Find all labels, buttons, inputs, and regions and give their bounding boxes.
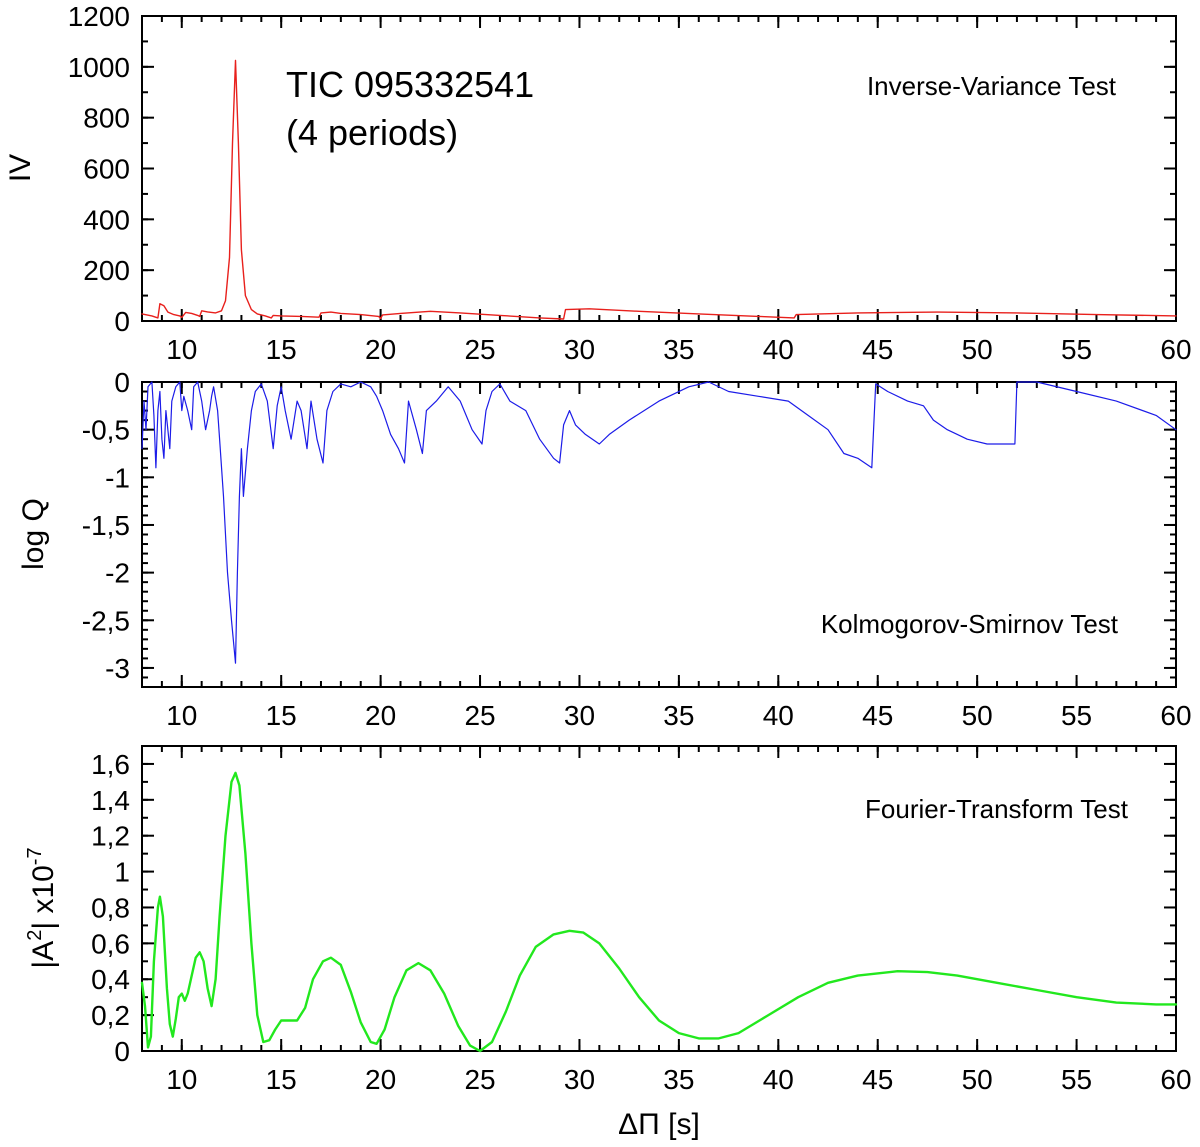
ft-x-tick-label: 35 bbox=[663, 1064, 694, 1095]
ft-y-tick-label: 0 bbox=[114, 1036, 130, 1067]
ft-series bbox=[140, 771, 1178, 1053]
iv-x-tick-label: 50 bbox=[962, 334, 993, 365]
ks-y-axis-label: log Q bbox=[17, 498, 50, 570]
ks-x-tick-label: 40 bbox=[763, 700, 794, 731]
ks-x-tick-label: 15 bbox=[266, 700, 297, 731]
iv-x-tick-label: 55 bbox=[1061, 334, 1092, 365]
iv-panel-title: Inverse-Variance Test bbox=[867, 71, 1117, 101]
ks-x-tick-labels: 10 15 20 25 30 35 40 45 50 55 60 bbox=[166, 700, 1191, 731]
ks-x-tick-label: 25 bbox=[464, 700, 495, 731]
iv-x-tick-label: 60 bbox=[1160, 334, 1191, 365]
ks-y-tick-label: -0,5 bbox=[82, 415, 130, 446]
ft-x-tick-label: 60 bbox=[1160, 1064, 1191, 1095]
ft-ylabel-main: |A bbox=[27, 941, 60, 969]
iv-x-tick-label: 40 bbox=[763, 334, 794, 365]
ks-x-tick-label: 35 bbox=[663, 700, 694, 731]
ft-x-tick-label: 20 bbox=[365, 1064, 396, 1095]
ft-series-line bbox=[140, 771, 1178, 1053]
ft-ylabel-exp: -7 bbox=[24, 847, 46, 865]
ft-y-tick-labels: 0 0,2 0,4 0,6 0,8 1 1,2 1,4 1,6 bbox=[91, 749, 130, 1067]
iv-x-tick-label: 20 bbox=[365, 334, 396, 365]
ks-x-tick-label: 50 bbox=[962, 700, 993, 731]
iv-y-tick-label: 600 bbox=[83, 154, 130, 185]
ft-ylabel-sup: 2 bbox=[24, 930, 46, 941]
iv-plot-frame bbox=[141, 15, 1177, 322]
ks-y-tick-label: -1,5 bbox=[82, 510, 130, 541]
ks-y-tick-label: -3 bbox=[105, 653, 130, 684]
ks-x-tick-label: 20 bbox=[365, 700, 396, 731]
ft-ylabel-rest: | x10 bbox=[27, 865, 60, 930]
target-name: TIC 095332541 bbox=[286, 64, 534, 105]
iv-x-tick-label: 45 bbox=[862, 334, 893, 365]
iv-panel: 10 15 20 25 30 35 40 45 50 55 60 0 200 400 600 800 1000… bbox=[4, 1, 1192, 365]
ft-y-tick-label: 1 bbox=[114, 857, 130, 888]
ks-y-tick-label: -2 bbox=[105, 558, 130, 589]
ks-series bbox=[141, 381, 1177, 664]
ft-y-tick-label: 0,6 bbox=[91, 928, 130, 959]
iv-y-axis-label: IV bbox=[4, 154, 37, 182]
ft-x-tick-labels: 10 15 20 25 30 35 40 45 50 55 60 bbox=[166, 1064, 1191, 1095]
iv-x-tick-label: 15 bbox=[266, 334, 297, 365]
ks-x-tick-label: 10 bbox=[166, 700, 197, 731]
iv-y-tick-labels: 0 200 400 600 800 1000 1200 bbox=[68, 1, 130, 337]
ft-y-tick-label: 1,2 bbox=[91, 821, 130, 852]
iv-y-tick-label: 1200 bbox=[68, 1, 130, 32]
iv-y-tick-label: 400 bbox=[83, 204, 130, 235]
ft-y-tick-label: 0,2 bbox=[91, 1000, 130, 1031]
ks-panel-title: Kolmogorov-Smirnov Test bbox=[821, 609, 1119, 639]
ft-x-tick-label: 30 bbox=[564, 1064, 595, 1095]
ft-x-tick-label: 55 bbox=[1061, 1064, 1092, 1095]
ft-panel: 10 15 20 25 30 35 40 45 50 55 60 0 0,2 0,4 0,6 0,8 1 1,2… bbox=[24, 745, 1192, 1141]
iv-series bbox=[141, 59, 1177, 320]
ft-x-tick-label: 15 bbox=[266, 1064, 297, 1095]
ks-y-tick-label: -1 bbox=[105, 462, 130, 493]
ks-panel: 10 15 20 25 30 35 40 45 50 55 60 0 -0,5 -1 -1,5 -2 -2,5… bbox=[17, 367, 1192, 731]
iv-axis-ticks bbox=[141, 15, 1177, 322]
ks-x-tick-label: 45 bbox=[862, 700, 893, 731]
iv-y-tick-label: 800 bbox=[83, 103, 130, 134]
ks-axis-ticks bbox=[141, 381, 1177, 688]
ft-y-tick-label: 0,8 bbox=[91, 892, 130, 923]
x-axis-label: ΔΠ [s] bbox=[618, 1108, 700, 1141]
iv-series-line bbox=[141, 59, 1177, 320]
ft-y-tick-label: 0,4 bbox=[91, 964, 130, 995]
ft-x-tick-label: 50 bbox=[962, 1064, 993, 1095]
ft-axis-ticks bbox=[141, 745, 1177, 1052]
iv-y-tick-label: 200 bbox=[83, 255, 130, 286]
ks-y-tick-labels: 0 -0,5 -1 -1,5 -2 -2,5 -3 bbox=[82, 367, 130, 684]
ks-x-tick-label: 30 bbox=[564, 700, 595, 731]
iv-y-tick-label: 1000 bbox=[68, 52, 130, 83]
ft-plot-frame bbox=[141, 745, 1177, 1052]
ks-y-tick-label: 0 bbox=[114, 367, 130, 398]
iv-x-tick-labels: 10 15 20 25 30 35 40 45 50 55 60 bbox=[166, 334, 1191, 365]
ft-x-tick-label: 40 bbox=[763, 1064, 794, 1095]
ks-series-line bbox=[141, 381, 1177, 664]
ft-y-axis-label: |A2| x10-7 bbox=[24, 847, 60, 968]
ft-y-tick-label: 1,4 bbox=[91, 785, 130, 816]
ft-x-tick-label: 25 bbox=[464, 1064, 495, 1095]
ft-x-tick-label: 45 bbox=[862, 1064, 893, 1095]
iv-y-tick-label: 0 bbox=[114, 306, 130, 337]
ft-y-tick-label: 1,6 bbox=[91, 749, 130, 780]
ks-plot-frame bbox=[141, 381, 1177, 688]
ks-x-tick-label: 55 bbox=[1061, 700, 1092, 731]
iv-x-tick-label: 25 bbox=[464, 334, 495, 365]
iv-x-tick-label: 35 bbox=[663, 334, 694, 365]
ft-panel-title: Fourier-Transform Test bbox=[865, 794, 1129, 824]
iv-x-tick-label: 30 bbox=[564, 334, 595, 365]
ks-x-tick-label: 60 bbox=[1160, 700, 1191, 731]
iv-x-tick-label: 10 bbox=[166, 334, 197, 365]
ft-x-tick-label: 10 bbox=[166, 1064, 197, 1095]
target-periods: (4 periods) bbox=[286, 112, 458, 153]
ks-y-tick-label: -2,5 bbox=[82, 605, 130, 636]
